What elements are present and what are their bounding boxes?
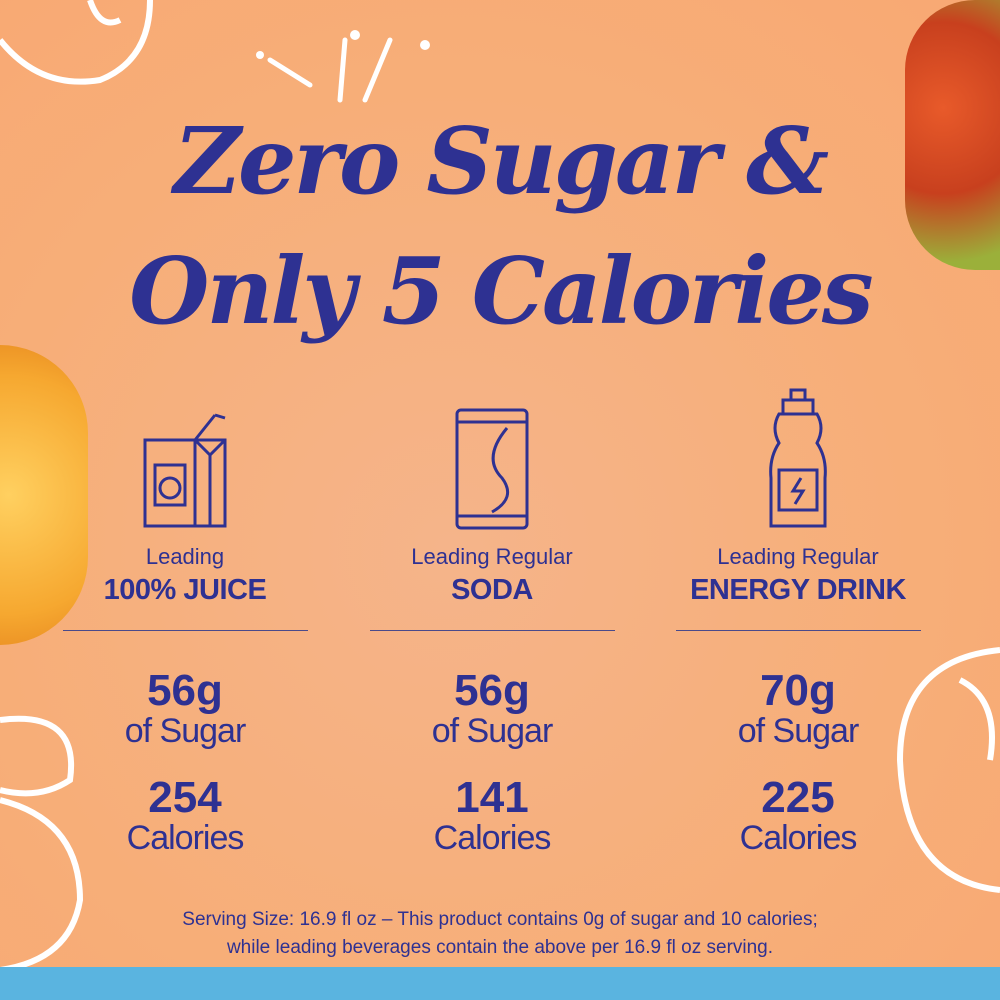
footnote-line-1: Serving Size: 16.9 fl oz – This product … <box>182 909 818 930</box>
bottom-bar <box>0 967 1000 1000</box>
calories-label: Calories <box>433 819 552 858</box>
category-label: 100% JUICE <box>103 574 267 606</box>
divider <box>63 630 308 631</box>
divider <box>676 630 921 631</box>
footnote-line-2: while leading beverages contain the abov… <box>226 937 774 958</box>
footnote: Serving Size: 16.9 fl oz – This product … <box>0 906 1000 962</box>
peach-slice-image <box>0 345 88 645</box>
sugar-label: of Sugar <box>124 712 247 750</box>
lead-label: Leading <box>145 544 225 569</box>
sugar-value: 56g <box>454 666 530 715</box>
sugar-value: 56g <box>147 666 223 715</box>
column-energy-drink: Leading Regular ENERGY DRINK 70g of Suga… <box>673 380 923 858</box>
divider <box>370 630 615 631</box>
headline-line-2: Only 5 Calories <box>129 237 873 345</box>
sugar-label: of Sugar <box>431 712 554 750</box>
calories-value: 141 <box>455 773 529 823</box>
lead-label: Leading Regular <box>717 544 879 569</box>
calories-label: Calories <box>739 819 858 858</box>
soda-can-icon <box>367 380 617 530</box>
sugar-value: 70g <box>760 666 836 715</box>
juice-box-icon <box>60 380 310 530</box>
calories-label: Calories <box>126 819 245 858</box>
headline-line-1: Zero Sugar & <box>173 107 829 215</box>
sugar-label: of Sugar <box>737 712 860 750</box>
mango-image <box>905 0 1000 270</box>
lead-label: Leading Regular <box>411 544 573 569</box>
category-label: SODA <box>451 574 533 606</box>
column-soda: Leading Regular SODA 56g of Sugar 141 Ca… <box>367 380 617 858</box>
sports-bottle-icon <box>673 380 923 530</box>
calories-value: 254 <box>148 773 222 823</box>
column-juice: Leading 100% JUICE 56g of Sugar 254 Calo… <box>60 380 310 858</box>
calories-value: 225 <box>761 773 835 823</box>
category-label: ENERGY DRINK <box>690 574 906 606</box>
